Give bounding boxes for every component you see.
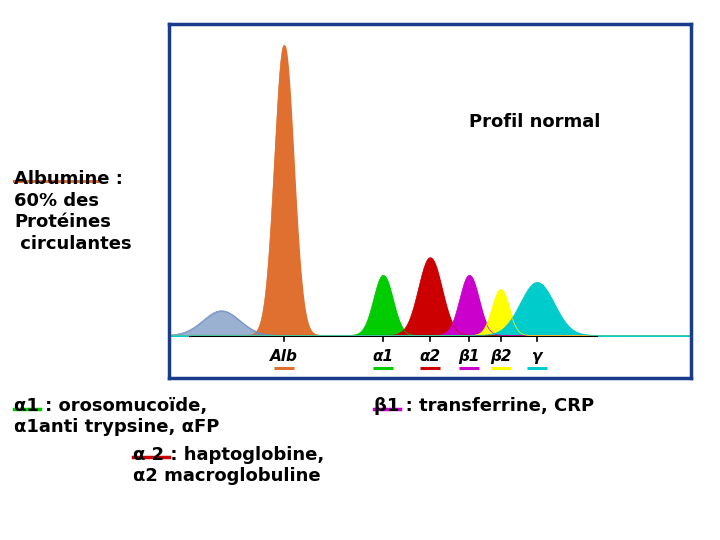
Text: Albumine :: Albumine : — [14, 170, 123, 188]
Text: α2: α2 — [420, 349, 441, 364]
Text: Protéines: Protéines — [14, 213, 112, 231]
Text: α1: α1 — [373, 349, 394, 364]
Text: α1anti trypsine, αFP: α1anti trypsine, αFP — [14, 418, 220, 436]
Text: γ: γ — [532, 349, 542, 364]
Text: circulantes: circulantes — [14, 235, 132, 253]
Text: Profil normal: Profil normal — [469, 113, 600, 131]
Text: β1: β1 — [459, 349, 480, 364]
Text: α 2 : haptoglobine,: α 2 : haptoglobine, — [133, 446, 325, 463]
Text: 60% des: 60% des — [14, 192, 99, 210]
Text: Alb: Alb — [270, 349, 298, 364]
Text: β1 : transferrine, CRP: β1 : transferrine, CRP — [374, 397, 595, 415]
Text: α1 : orosomucoïde,: α1 : orosomucoïde, — [14, 397, 207, 415]
Text: α2 macroglobuline: α2 macroglobuline — [133, 467, 321, 485]
Text: β2: β2 — [490, 349, 511, 364]
